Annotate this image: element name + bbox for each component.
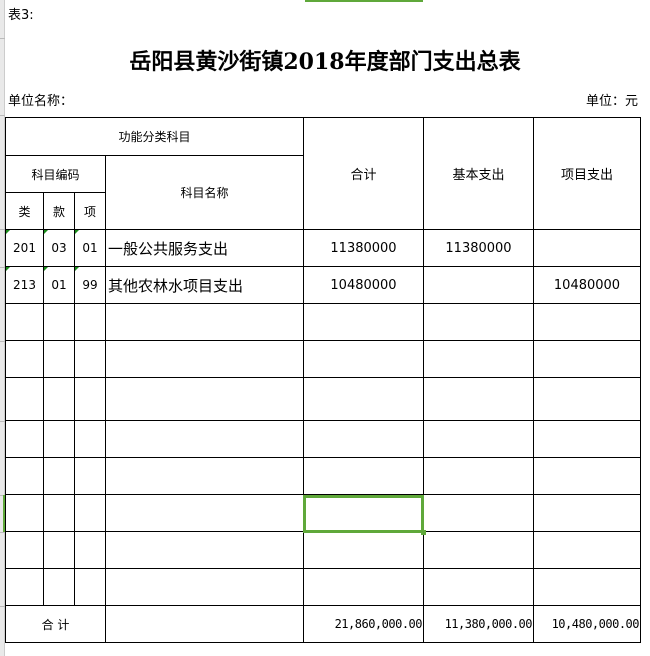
header-function-category[interactable]: 功能分类科目 [5, 117, 304, 156]
header-basic[interactable]: 基本支出 [423, 117, 534, 230]
totals-row: 合 计 21,860,000.00 11,380,000.00 10,480,0… [5, 605, 641, 643]
totals-basic[interactable]: 11,380,000.00 [423, 605, 534, 643]
cell-kuan[interactable]: 01 [43, 266, 75, 304]
sheet-label: 表3: [8, 8, 34, 23]
cell-project[interactable] [533, 229, 641, 267]
cell-lei[interactable]: 213 [5, 266, 44, 304]
header-project[interactable]: 项目支出 [533, 117, 641, 230]
cell-subject-name[interactable]: 一般公共服务支出 [105, 229, 304, 267]
header-kuan[interactable]: 款 [43, 192, 75, 230]
cell-basic[interactable]: 11380000 [423, 229, 534, 267]
header-subject-name[interactable]: 科目名称 [105, 155, 304, 230]
unit-label: 单位：元 [585, 94, 638, 109]
cell-xiang[interactable]: 99 [74, 266, 106, 304]
table-row: 213 01 99 其他农林水项目支出 10480000 10480000 [5, 266, 641, 304]
cell-lei[interactable]: 201 [5, 229, 44, 267]
row-selection-indicator [3, 495, 5, 532]
empty-row[interactable] [5, 420, 641, 458]
totals-label[interactable]: 合 计 [5, 605, 106, 643]
cell-subject-name[interactable]: 其他农林水项目支出 [105, 266, 304, 304]
empty-row[interactable] [5, 457, 641, 495]
unit-name-label: 单位名称： [8, 94, 74, 109]
empty-row[interactable] [5, 568, 641, 606]
empty-row[interactable] [5, 340, 641, 378]
cell-total[interactable]: 11380000 [303, 229, 424, 267]
page-title: 岳阳县黄沙街镇2018年度部门支出总表 [129, 49, 521, 75]
empty-row[interactable] [5, 377, 641, 421]
empty-row[interactable] [5, 303, 641, 341]
cell-total[interactable]: 10480000 [303, 266, 424, 304]
header-xiang[interactable]: 项 [74, 192, 106, 230]
empty-row[interactable] [5, 531, 641, 569]
cell-basic[interactable] [423, 266, 534, 304]
empty-row[interactable] [5, 494, 641, 532]
table-row: 201 03 01 一般公共服务支出 11380000 11380000 [5, 229, 641, 267]
header-subject-code[interactable]: 科目编码 [5, 155, 106, 193]
column-selection-indicator [305, 0, 423, 2]
totals-name-cell[interactable] [105, 605, 304, 643]
cell-xiang[interactable]: 01 [74, 229, 106, 267]
cell-kuan[interactable]: 03 [43, 229, 75, 267]
header-lei[interactable]: 类 [5, 192, 44, 230]
totals-project[interactable]: 10,480,000.00 [533, 605, 641, 643]
cell-project[interactable]: 10480000 [533, 266, 641, 304]
totals-total[interactable]: 21,860,000.00 [303, 605, 424, 643]
row-header-strip[interactable] [0, 0, 5, 656]
header-total[interactable]: 合计 [303, 117, 424, 230]
expenditure-table: 功能分类科目 合计 基本支出 项目支出 科目编码 科目名称 类 款 项 201 … [5, 117, 641, 643]
